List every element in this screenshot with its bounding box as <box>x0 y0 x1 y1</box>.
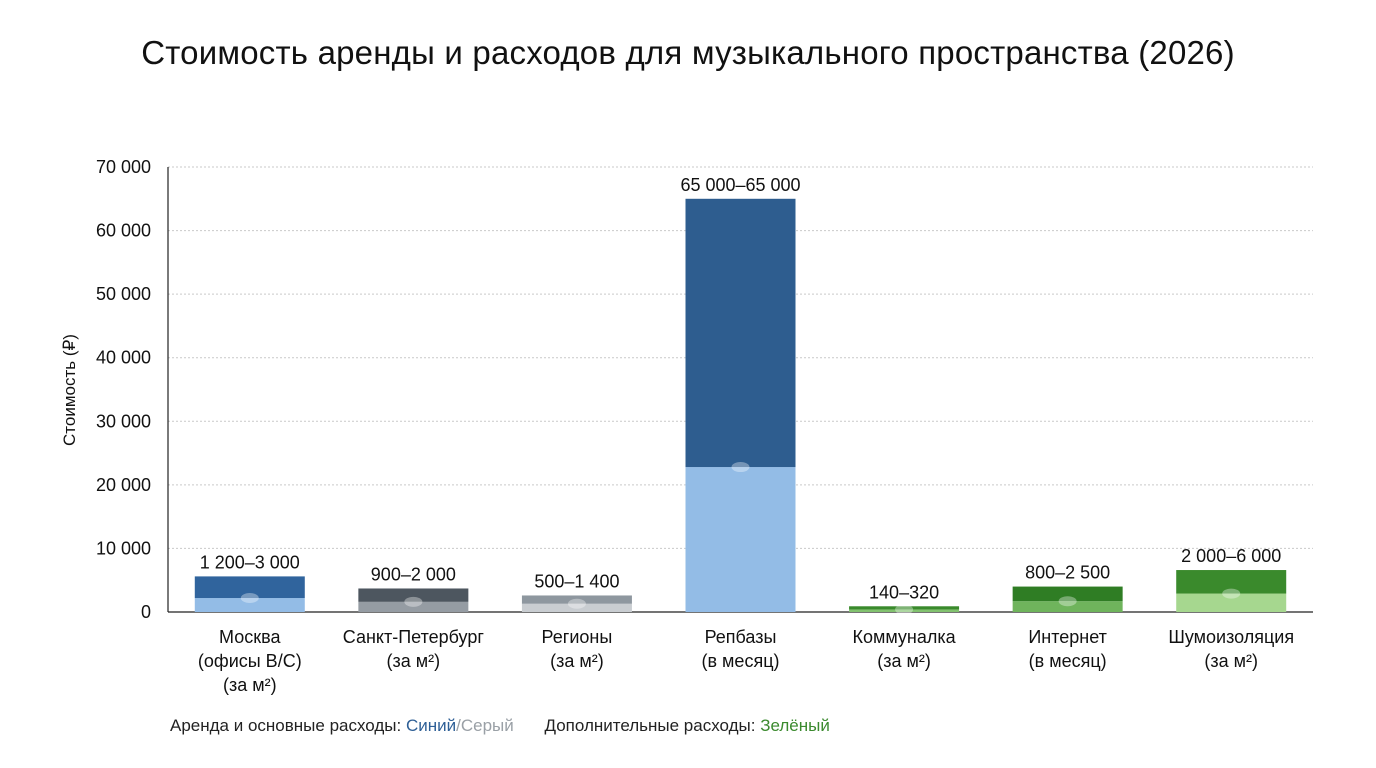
legend-gray: Серый <box>460 716 514 735</box>
x-tick-label: Коммуналка <box>852 627 956 647</box>
bar-lower-segment <box>194 598 305 612</box>
bar-split-marker <box>1222 588 1241 599</box>
x-tick-label: Шумоизоляция <box>1168 627 1294 647</box>
x-tick-label: (в месяц) <box>702 651 780 671</box>
bar-value-label: 800–2 500 <box>1025 563 1110 583</box>
y-tick-label: 20 000 <box>96 475 151 495</box>
bar-upper-segment <box>849 606 960 610</box>
y-tick-label: 70 000 <box>96 157 151 177</box>
x-tick-label: Регионы <box>542 627 613 647</box>
bar-lower-segment <box>1176 593 1287 612</box>
bar-value-label: 900–2 000 <box>371 564 456 584</box>
legend-group-extra: Дополнительные расходы: Зелёный <box>545 716 830 735</box>
bar-upper-segment <box>1012 586 1123 602</box>
x-tick-label: Москва <box>219 627 281 647</box>
y-tick-label: 10 000 <box>96 538 151 558</box>
bar-split-marker <box>404 596 423 607</box>
bar-lower-segment <box>685 467 796 612</box>
legend-main-label: Аренда и основные расходы: <box>170 716 402 735</box>
bar-upper-segment <box>685 198 796 468</box>
bar-lower-segment <box>1012 601 1123 612</box>
legend-green: Зелёный <box>760 716 830 735</box>
x-tick-label: Репбазы <box>705 627 777 647</box>
legend-extra-label: Дополнительные расходы: <box>544 716 756 735</box>
x-tick-label: Интернет <box>1028 627 1107 647</box>
x-tick-label: Санкт-Петербург <box>343 627 485 647</box>
bar-value-label: 500–1 400 <box>534 571 619 591</box>
x-tick-label: (за м²) <box>387 651 441 671</box>
y-axis-label: Стоимость (₽) <box>60 334 79 446</box>
bar-value-label: 1 200–3 000 <box>200 552 300 572</box>
bar-split-marker <box>240 593 259 604</box>
bars: 1 200–3 000 900–2 000 500–1 400 65 000–65 0… <box>194 175 1287 615</box>
bar-split-marker <box>567 598 586 609</box>
x-tick-label: (за м²) <box>877 651 931 671</box>
y-tick-label: 40 000 <box>96 348 151 368</box>
y-tick-label: 60 000 <box>96 221 151 241</box>
bar-upper-segment <box>1176 570 1287 594</box>
bar-lower-segment <box>358 601 469 612</box>
bar-upper-segment <box>521 595 632 604</box>
bar-lower-segment <box>521 603 632 612</box>
x-tick-label: (офисы B/C) <box>198 651 302 671</box>
bar-lower-segment <box>849 609 960 612</box>
y-tick-label: 30 000 <box>96 411 151 431</box>
legend-blue: Синий <box>405 716 457 735</box>
bar-upper-segment <box>194 576 305 599</box>
x-tick-label: (за м²) <box>1204 651 1258 671</box>
y-tick-label: 0 <box>141 602 151 622</box>
x-axis-labels: Москва (офисы B/C) (за м²) Санкт-Петербург (… <box>198 627 1294 695</box>
bar-value-label: 2 000–6 000 <box>1181 546 1281 566</box>
chart-title: Стоимость аренды и расходов для музыкаль… <box>141 34 1235 71</box>
bar-upper-segment <box>358 588 469 602</box>
x-tick-label: (за м²) <box>223 675 277 695</box>
x-tick-label: (за м²) <box>550 651 604 671</box>
legend-sep: / <box>456 716 461 735</box>
legend: Аренда и основные расходы: Синий/Серый Д… <box>170 716 856 736</box>
legend-group-main: Аренда и основные расходы: Синий/Серый <box>170 716 519 735</box>
bar-split-marker <box>895 604 914 615</box>
y-tick-label: 50 000 <box>96 284 151 304</box>
bar-value-label: 65 000–65 000 <box>680 175 800 195</box>
bar-split-marker <box>731 462 750 473</box>
bar-split-marker <box>1058 596 1077 607</box>
x-tick-label: (в месяц) <box>1029 651 1107 671</box>
y-axis: 0 10 000 20 000 30 000 40 000 50 000 60 000 70 … <box>96 157 1313 622</box>
bar-value-label: 140–320 <box>869 582 939 602</box>
